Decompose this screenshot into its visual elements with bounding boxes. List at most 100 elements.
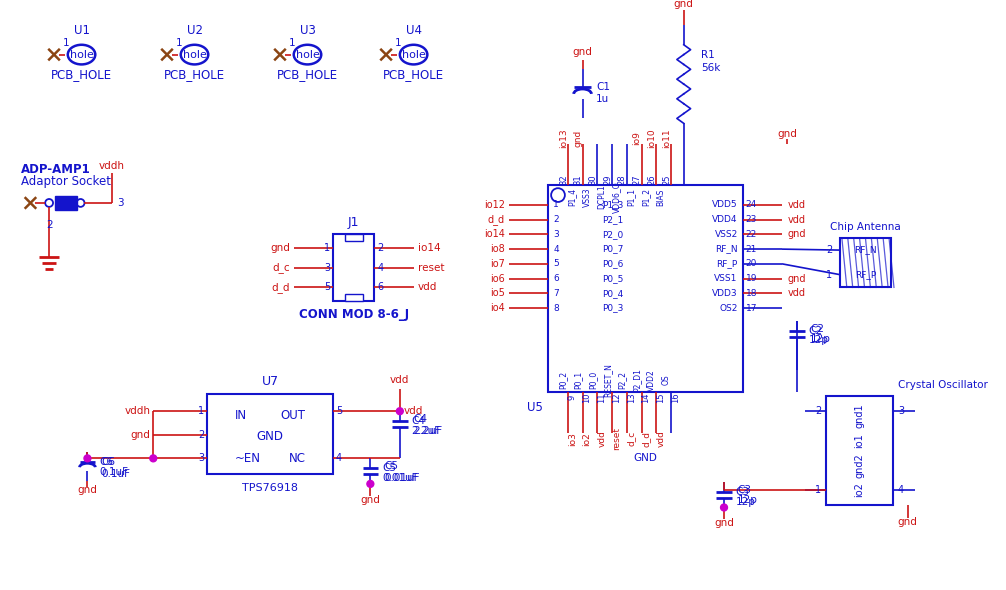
Text: RF_N: RF_N bbox=[854, 245, 877, 255]
Text: C4: C4 bbox=[411, 416, 426, 426]
Bar bbox=[345, 294, 362, 301]
Text: VDD5: VDD5 bbox=[712, 201, 737, 209]
Text: vddh: vddh bbox=[125, 406, 150, 416]
Text: 12p: 12p bbox=[735, 497, 756, 507]
Text: C2: C2 bbox=[811, 324, 825, 334]
Text: 8: 8 bbox=[553, 303, 559, 313]
Text: d_d: d_d bbox=[642, 431, 651, 447]
Text: 24: 24 bbox=[745, 201, 757, 209]
Ellipse shape bbox=[67, 45, 96, 64]
Text: gnd: gnd bbox=[77, 485, 98, 495]
Text: 29: 29 bbox=[603, 174, 612, 185]
Text: P0_0: P0_0 bbox=[589, 371, 598, 389]
Text: 22: 22 bbox=[745, 230, 757, 239]
Text: C5: C5 bbox=[384, 461, 398, 471]
Text: gnd: gnd bbox=[777, 129, 797, 139]
Text: 4: 4 bbox=[336, 453, 342, 463]
Text: Adaptor Socket: Adaptor Socket bbox=[21, 175, 111, 188]
Text: TPS76918: TPS76918 bbox=[242, 483, 298, 493]
Text: 2: 2 bbox=[46, 219, 52, 230]
Text: io9: io9 bbox=[633, 131, 642, 145]
Text: 28: 28 bbox=[618, 174, 627, 185]
Text: 14: 14 bbox=[642, 392, 651, 403]
Text: C3: C3 bbox=[737, 485, 751, 495]
Text: io14: io14 bbox=[417, 243, 441, 253]
Text: gnd: gnd bbox=[788, 274, 807, 284]
Ellipse shape bbox=[181, 45, 208, 64]
Text: io7: io7 bbox=[490, 259, 505, 269]
Text: vddh: vddh bbox=[99, 160, 125, 171]
Text: 32: 32 bbox=[558, 174, 567, 185]
Text: hole: hole bbox=[69, 50, 94, 60]
Text: gnd: gnd bbox=[573, 129, 582, 147]
Text: 1: 1 bbox=[553, 201, 559, 209]
Text: 19: 19 bbox=[745, 274, 758, 283]
Text: C4: C4 bbox=[413, 414, 428, 424]
Text: 1: 1 bbox=[198, 406, 204, 416]
Text: gnd: gnd bbox=[897, 517, 917, 527]
Text: 2: 2 bbox=[815, 406, 821, 416]
Text: vdd: vdd bbox=[598, 430, 607, 447]
Text: io10: io10 bbox=[647, 128, 656, 148]
Text: 2.2uF: 2.2uF bbox=[413, 426, 443, 436]
Text: 12p: 12p bbox=[811, 333, 830, 343]
Text: P2_D1: P2_D1 bbox=[633, 368, 642, 392]
Text: 3: 3 bbox=[553, 230, 559, 239]
Text: d_c: d_c bbox=[273, 263, 290, 273]
Text: OS2: OS2 bbox=[719, 303, 737, 313]
Text: 12: 12 bbox=[612, 392, 621, 403]
Text: vdd: vdd bbox=[390, 375, 409, 385]
Text: 18: 18 bbox=[745, 289, 758, 298]
Text: 1: 1 bbox=[175, 38, 182, 48]
Text: P0_6: P0_6 bbox=[603, 260, 624, 268]
Text: io5: io5 bbox=[490, 289, 505, 299]
Bar bbox=[345, 234, 362, 241]
Text: U2: U2 bbox=[186, 24, 202, 37]
Text: 1u: 1u bbox=[597, 94, 610, 104]
Text: gnd: gnd bbox=[788, 230, 807, 240]
Text: gnd: gnd bbox=[131, 430, 150, 440]
Text: IN: IN bbox=[234, 409, 246, 422]
Text: P0_7: P0_7 bbox=[603, 245, 624, 254]
Circle shape bbox=[83, 455, 91, 462]
Text: C1: C1 bbox=[597, 82, 611, 92]
Text: io14: io14 bbox=[484, 230, 505, 240]
Text: 0.01uF: 0.01uF bbox=[382, 473, 417, 483]
Text: P2_1: P2_1 bbox=[603, 215, 624, 224]
Text: 1: 1 bbox=[394, 38, 401, 48]
Text: 3: 3 bbox=[898, 406, 904, 416]
Text: vdd: vdd bbox=[788, 200, 806, 210]
Ellipse shape bbox=[399, 45, 428, 64]
Text: 23: 23 bbox=[745, 215, 757, 224]
Text: RF_N: RF_N bbox=[715, 245, 737, 254]
Text: Chip Antenna: Chip Antenna bbox=[830, 221, 900, 231]
Text: VSS1: VSS1 bbox=[714, 274, 737, 283]
Text: RF_P: RF_P bbox=[855, 270, 876, 279]
Text: 4: 4 bbox=[377, 263, 383, 273]
Text: 5: 5 bbox=[336, 406, 342, 416]
Text: C6: C6 bbox=[102, 457, 115, 467]
Text: vdd: vdd bbox=[403, 406, 424, 416]
Text: 17: 17 bbox=[745, 303, 758, 313]
Text: 3: 3 bbox=[117, 198, 124, 208]
Text: 16: 16 bbox=[671, 392, 680, 403]
Text: vdd: vdd bbox=[656, 430, 665, 447]
Text: gnd: gnd bbox=[270, 243, 290, 253]
Text: J1: J1 bbox=[348, 216, 359, 229]
Text: io3: io3 bbox=[567, 432, 576, 445]
Text: 25: 25 bbox=[662, 174, 671, 185]
Text: 4: 4 bbox=[898, 485, 904, 495]
Text: gnd: gnd bbox=[572, 47, 593, 57]
Text: 11: 11 bbox=[598, 392, 607, 403]
Text: RF_P: RF_P bbox=[716, 260, 737, 268]
Text: 2: 2 bbox=[826, 245, 832, 255]
Text: 1: 1 bbox=[289, 38, 295, 48]
Bar bbox=[548, 185, 742, 392]
Text: gnd2: gnd2 bbox=[854, 453, 864, 478]
Text: io1: io1 bbox=[854, 433, 864, 448]
Text: d_c: d_c bbox=[627, 431, 636, 447]
Circle shape bbox=[150, 455, 157, 462]
Text: U7: U7 bbox=[262, 375, 279, 388]
Text: io2: io2 bbox=[854, 483, 864, 497]
Text: GND: GND bbox=[634, 453, 657, 463]
